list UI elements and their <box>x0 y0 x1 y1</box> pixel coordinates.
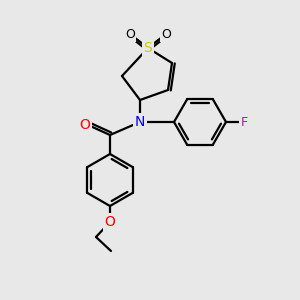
Text: O: O <box>80 118 90 132</box>
Text: O: O <box>105 215 116 229</box>
Text: S: S <box>144 41 152 55</box>
Text: O: O <box>161 28 171 40</box>
Text: N: N <box>135 115 145 129</box>
Text: O: O <box>125 28 135 40</box>
Text: F: F <box>240 116 247 128</box>
